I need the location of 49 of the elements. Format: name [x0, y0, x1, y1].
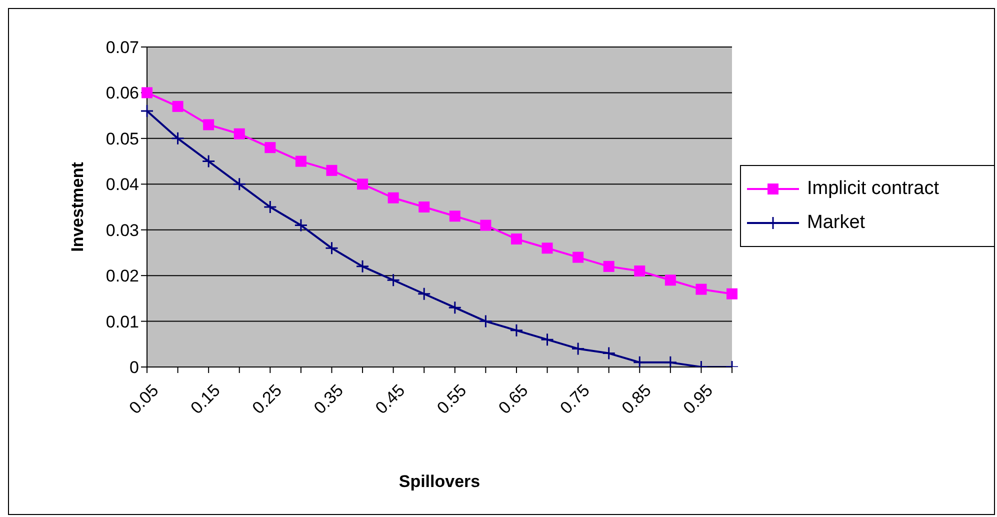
- point: [696, 284, 707, 295]
- point: [357, 178, 368, 190]
- point: [326, 164, 338, 176]
- y-axis-title: Investment: [68, 162, 88, 252]
- x-axis-title: Spillovers: [398, 472, 480, 491]
- point: [172, 100, 184, 112]
- point: [603, 260, 614, 272]
- point: [542, 242, 553, 254]
- point: [417, 287, 431, 301]
- point: [510, 234, 522, 244]
- point: [386, 273, 400, 287]
- point: [294, 218, 308, 232]
- point: [664, 274, 676, 286]
- y-tick-label: 0.04: [106, 175, 139, 194]
- point: [726, 288, 738, 300]
- point: [448, 300, 462, 314]
- point: [418, 202, 430, 212]
- legend-label: Implicit contract: [807, 178, 939, 200]
- y-tick-label: 0.07: [106, 38, 139, 58]
- point: [602, 346, 616, 360]
- point: [263, 200, 277, 214]
- y-tick-label: 0.01: [106, 312, 139, 332]
- point: [171, 132, 185, 146]
- point: [664, 356, 678, 367]
- y-tick-label: 0.06: [106, 84, 139, 103]
- y-tick-label: 0.03: [106, 220, 139, 240]
- point: [449, 210, 460, 222]
- point: [232, 177, 246, 191]
- point: [324, 241, 338, 255]
- point: [140, 104, 154, 118]
- point: [388, 192, 399, 204]
- legend-label: Market: [807, 212, 866, 234]
- point: [540, 332, 554, 346]
- point: [203, 119, 214, 130]
- point: [572, 252, 584, 263]
- y-tick-label: 0: [130, 358, 139, 378]
- point: [480, 220, 492, 231]
- point: [264, 142, 276, 154]
- point: [632, 356, 646, 367]
- point: [571, 342, 585, 356]
- point: [510, 324, 524, 338]
- point: [356, 260, 370, 274]
- point: [478, 314, 492, 328]
- point: [295, 156, 306, 167]
- y-tick-label: 0.02: [106, 266, 139, 286]
- point: [234, 128, 245, 140]
- point: [202, 154, 216, 168]
- y-tick-label: 0.05: [106, 129, 139, 148]
- point: [634, 266, 646, 276]
